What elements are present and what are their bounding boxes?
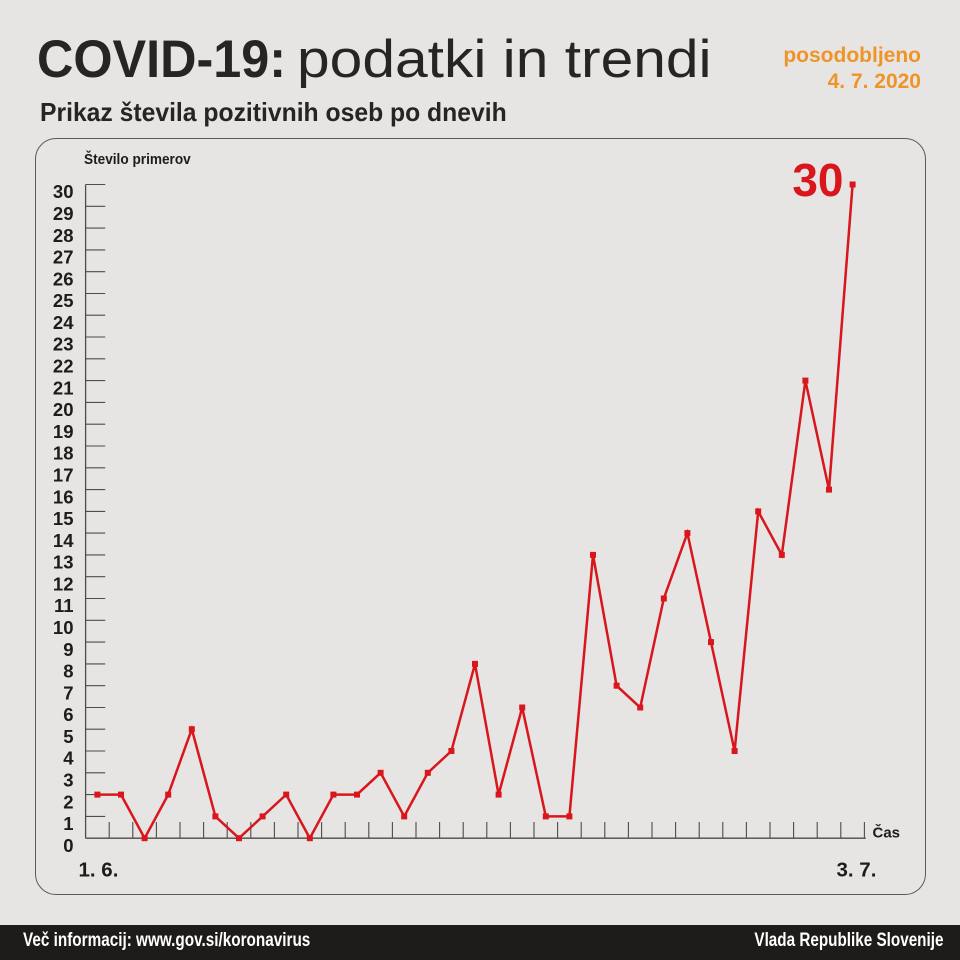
svg-text:22: 22 — [53, 356, 74, 377]
svg-text:20: 20 — [53, 399, 74, 420]
svg-text:4: 4 — [63, 748, 74, 769]
svg-text:14: 14 — [53, 530, 74, 551]
svg-text:2: 2 — [63, 791, 73, 812]
svg-text:30: 30 — [792, 154, 843, 206]
svg-text:5: 5 — [63, 726, 73, 747]
svg-text:12: 12 — [53, 573, 74, 594]
svg-text:27: 27 — [53, 247, 74, 268]
svg-text:3. 7.: 3. 7. — [837, 859, 877, 882]
svg-text:Čas: Čas — [873, 824, 901, 842]
svg-text:18: 18 — [53, 443, 74, 464]
svg-text:24: 24 — [53, 312, 74, 333]
svg-text:Število primerov: Število primerov — [84, 150, 191, 168]
svg-text:17: 17 — [53, 465, 74, 486]
svg-text:23: 23 — [53, 334, 74, 355]
svg-text:1. 6.: 1. 6. — [79, 859, 119, 882]
svg-text:30: 30 — [53, 181, 74, 202]
svg-text:9: 9 — [63, 639, 73, 660]
svg-text:19: 19 — [53, 421, 74, 442]
svg-text:25: 25 — [53, 290, 74, 311]
svg-text:6: 6 — [63, 704, 73, 725]
svg-text:29: 29 — [53, 203, 74, 224]
svg-text:21: 21 — [53, 377, 74, 398]
svg-text:0: 0 — [63, 835, 73, 856]
svg-text:16: 16 — [53, 486, 74, 507]
svg-text:11: 11 — [54, 595, 74, 616]
svg-text:26: 26 — [53, 268, 74, 289]
svg-text:1: 1 — [63, 813, 73, 834]
svg-text:13: 13 — [53, 552, 74, 573]
svg-text:28: 28 — [53, 225, 74, 246]
svg-text:3: 3 — [63, 770, 73, 791]
svg-text:8: 8 — [63, 661, 73, 682]
svg-text:10: 10 — [53, 617, 74, 638]
svg-text:15: 15 — [53, 508, 74, 529]
svg-text:7: 7 — [63, 682, 73, 703]
